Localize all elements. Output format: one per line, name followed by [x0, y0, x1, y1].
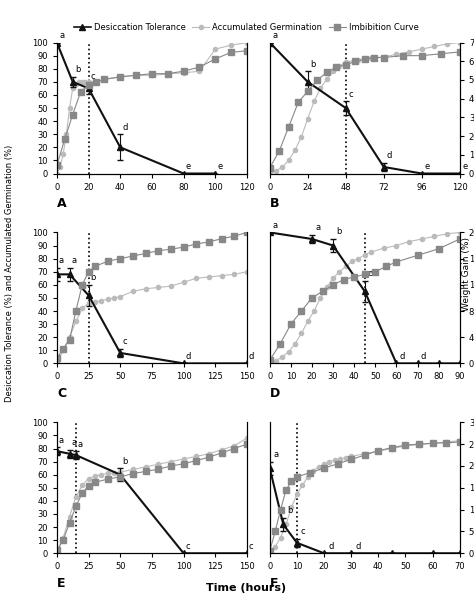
Text: A: A	[57, 197, 66, 210]
Text: F: F	[270, 577, 278, 590]
Text: b: b	[336, 227, 342, 237]
Text: d: d	[400, 352, 405, 361]
Text: a: a	[78, 440, 83, 449]
Text: b: b	[122, 457, 128, 466]
Text: e: e	[218, 162, 223, 171]
Text: d: d	[386, 151, 392, 161]
Text: d: d	[249, 352, 254, 361]
Text: B: B	[270, 197, 279, 210]
Text: c: c	[249, 542, 254, 551]
Text: d: d	[123, 123, 128, 131]
Text: b: b	[310, 60, 316, 69]
Text: c: c	[301, 527, 306, 536]
Text: b: b	[91, 273, 96, 282]
Text: c: c	[91, 72, 96, 80]
Text: a: a	[59, 31, 64, 40]
Text: c: c	[185, 542, 190, 551]
Text: a: a	[274, 450, 279, 459]
Text: C: C	[57, 387, 66, 400]
Text: Weight Gain (%): Weight Gain (%)	[463, 237, 471, 311]
Text: c: c	[348, 90, 353, 99]
Text: a: a	[72, 256, 77, 265]
Text: d: d	[185, 352, 191, 361]
Text: e: e	[186, 162, 191, 171]
Text: a: a	[315, 224, 320, 232]
Text: e: e	[424, 162, 429, 171]
Text: a: a	[272, 31, 277, 40]
Text: E: E	[57, 577, 65, 590]
Text: d: d	[421, 352, 426, 361]
Text: a: a	[273, 221, 278, 230]
Text: a: a	[72, 438, 77, 447]
Text: c: c	[368, 269, 373, 278]
Text: b: b	[75, 65, 81, 74]
Text: Desiccation Tolerance (%) and Accumulated Germination (%): Desiccation Tolerance (%) and Accumulate…	[5, 145, 14, 402]
Text: d: d	[328, 542, 334, 551]
Text: a: a	[59, 256, 64, 265]
Text: c: c	[122, 337, 127, 347]
Text: b: b	[287, 506, 293, 516]
Text: e: e	[462, 162, 467, 171]
Legend: Desiccation Tolerance, Accumulated Germination, Imbibition Curve: Desiccation Tolerance, Accumulated Germi…	[71, 19, 422, 35]
Text: Time (hours): Time (hours)	[206, 583, 287, 593]
Text: d: d	[355, 542, 361, 551]
Text: D: D	[270, 387, 280, 400]
Text: a: a	[59, 435, 64, 444]
